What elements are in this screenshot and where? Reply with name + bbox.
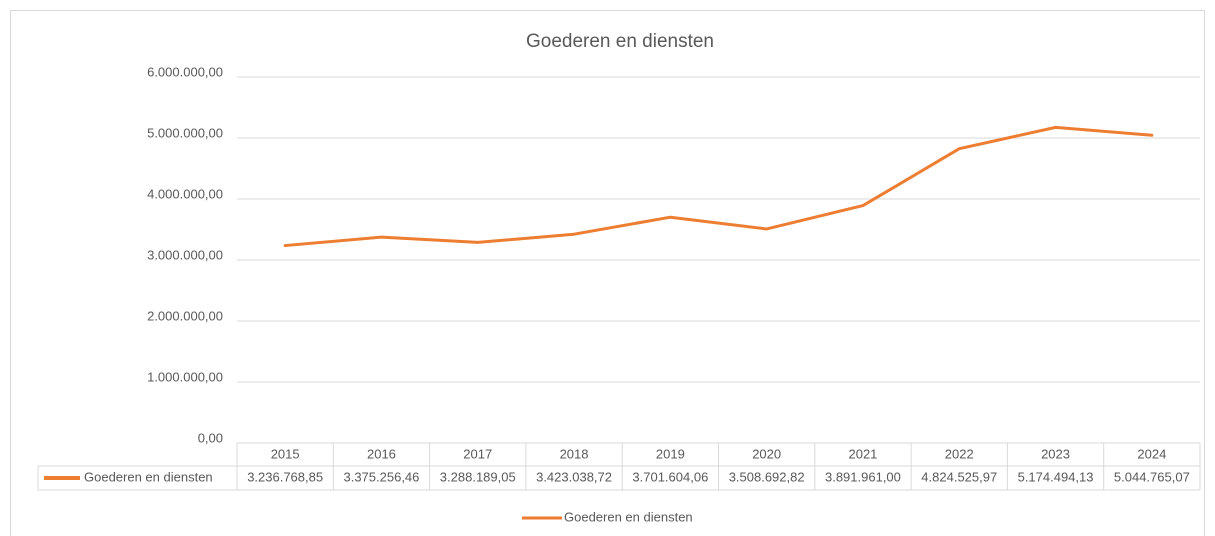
x-tick-label: 2020 — [752, 446, 781, 461]
table-row-header: Goederen en diensten — [84, 469, 213, 484]
x-tick-label: 2021 — [848, 446, 877, 461]
x-tick-label: 2018 — [560, 446, 589, 461]
y-tick-label: 6.000.000,00 — [147, 64, 223, 79]
table-value: 3.508.692,82 — [729, 469, 805, 484]
legend-label: Goederen en diensten — [564, 509, 693, 524]
table-value: 3.891.961,00 — [825, 469, 901, 484]
series-line — [283, 125, 1154, 248]
table-value: 4.824.525,97 — [921, 469, 997, 484]
table-value: 3.423.038,72 — [536, 469, 612, 484]
x-tick-label: 2019 — [656, 446, 685, 461]
table-value: 3.236.768,85 — [247, 469, 323, 484]
chart-title: Goederen en diensten — [526, 31, 714, 52]
table-value: 5.044.765,07 — [1114, 469, 1190, 484]
table-value: 5.174.494,13 — [1018, 469, 1094, 484]
y-tick-label: 3.000.000,00 — [147, 247, 223, 262]
y-tick-label: 0,00 — [198, 430, 223, 445]
x-tick-label: 2015 — [271, 446, 300, 461]
x-tick-label: 2016 — [367, 446, 396, 461]
y-tick-label: 5.000.000,00 — [147, 125, 223, 140]
x-tick-label: 2023 — [1041, 446, 1070, 461]
table-value: 3.375.256,46 — [343, 469, 419, 484]
x-tick-label: 2022 — [945, 446, 974, 461]
table-value: 3.288.189,05 — [440, 469, 516, 484]
y-tick-label: 1.000.000,00 — [147, 369, 223, 384]
y-tick-label: 4.000.000,00 — [147, 186, 223, 201]
y-tick-label: 2.000.000,00 — [147, 308, 223, 323]
x-tick-label: 2024 — [1137, 446, 1166, 461]
chart-border — [10, 10, 1205, 536]
x-tick-label: 2017 — [463, 446, 492, 461]
table-value: 3.701.604,06 — [632, 469, 708, 484]
